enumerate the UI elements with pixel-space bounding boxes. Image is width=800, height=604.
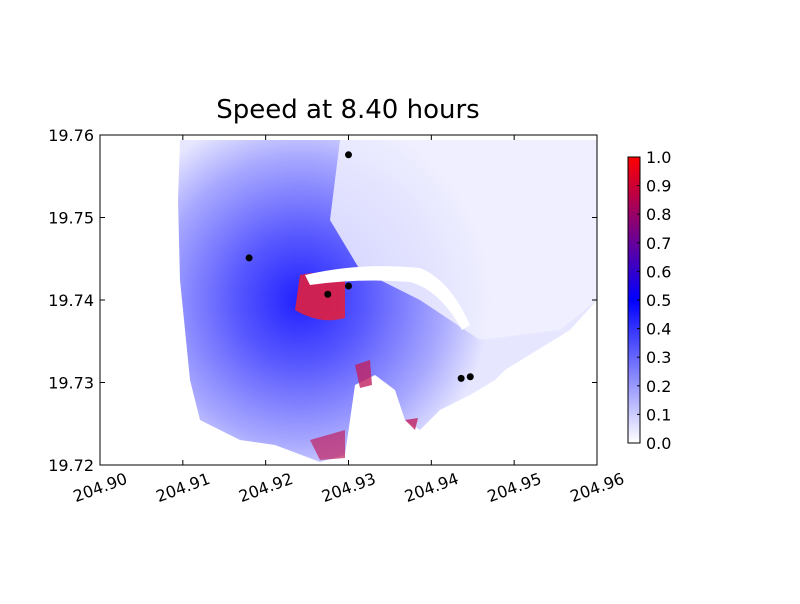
x-tick-label: 204.95 (485, 469, 544, 506)
gauge-point (457, 374, 465, 382)
gauge-point (345, 282, 352, 290)
x-tick-label: 204.96 (568, 469, 627, 506)
colorbar-tick-label: 0.7 (646, 234, 671, 253)
speed-field (178, 140, 597, 462)
colorbar-tick-label: 0.8 (646, 205, 671, 224)
x-tick-label: 204.94 (402, 469, 461, 506)
x-tick-label: 204.93 (319, 469, 378, 506)
colorbar-tick-label: 0.0 (646, 434, 671, 453)
colorbar-tick-label: 0.2 (646, 377, 671, 396)
gauge-point (245, 254, 253, 262)
gauge-point (324, 290, 332, 298)
colorbar-tick-label: 1.0 (646, 148, 671, 167)
gauge-point (345, 151, 352, 159)
x-tick-label: 204.91 (153, 469, 212, 506)
colorbar-tick-label: 0.1 (646, 405, 671, 424)
colorbar-tick-label: 0.5 (646, 291, 671, 310)
y-tick-label: 19.75 (48, 209, 94, 228)
colorbar-tick-label: 0.6 (646, 262, 671, 281)
x-tick-label: 204.92 (236, 469, 295, 506)
gauge-point (466, 373, 474, 381)
colorbar-tick-label: 0.9 (646, 177, 671, 196)
y-tick-label: 19.74 (48, 291, 94, 310)
y-tick-label: 19.76 (48, 126, 94, 145)
y-tick-label: 19.72 (48, 456, 94, 475)
y-tick-label: 19.73 (48, 374, 94, 393)
chart-title: Speed at 8.40 hours (216, 95, 479, 125)
colorbar-tick-label: 0.3 (646, 348, 671, 367)
colorbar-tick-label: 0.4 (646, 320, 671, 339)
